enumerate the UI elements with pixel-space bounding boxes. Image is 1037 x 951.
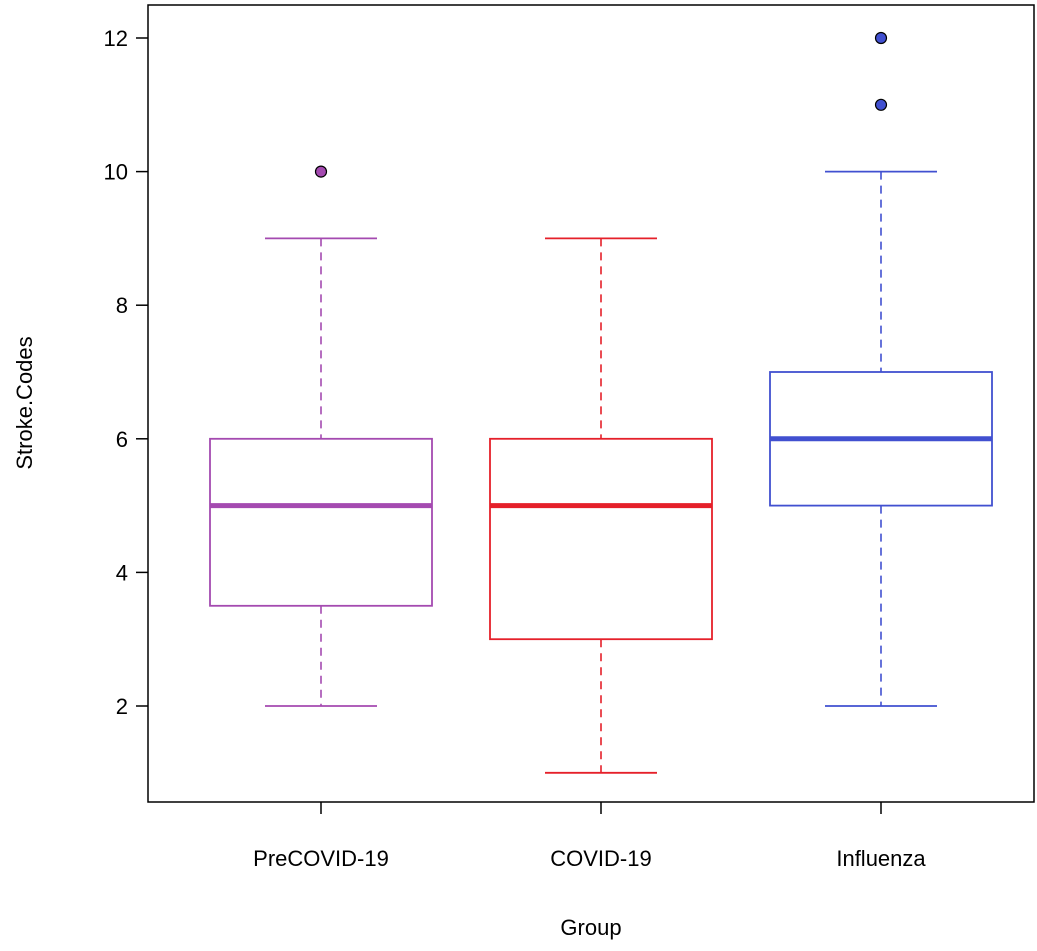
- y-tick-label: 6: [116, 427, 128, 452]
- x-axis-title: Group: [560, 915, 621, 940]
- y-axis: 2 4 6 8 10 12: [104, 26, 148, 719]
- y-tick-label: 4: [116, 560, 128, 585]
- box-covid-19: [489, 237, 713, 774]
- x-category-label: COVID-19: [550, 846, 651, 871]
- x-category-label: PreCOVID-19: [253, 846, 389, 871]
- x-axis: PreCOVID-19 COVID-19 Influenza: [253, 802, 926, 871]
- plot-frame: [147, 4, 1035, 803]
- iqr-box: [489, 437, 713, 641]
- iqr-box: [209, 437, 433, 607]
- boxes: [209, 31, 993, 774]
- outlier-point: [314, 165, 328, 178]
- box-precovid-19: [209, 165, 433, 707]
- outlier-point: [874, 31, 888, 45]
- y-tick-label: 12: [104, 26, 128, 51]
- outlier-point: [874, 98, 888, 111]
- y-tick-label: 10: [104, 160, 128, 185]
- y-tick-label: 2: [116, 694, 128, 719]
- y-tick-label: 8: [116, 293, 128, 318]
- box-influenza: [769, 31, 993, 707]
- y-axis-title: Stroke.Codes: [12, 336, 37, 469]
- x-category-label: Influenza: [836, 846, 926, 871]
